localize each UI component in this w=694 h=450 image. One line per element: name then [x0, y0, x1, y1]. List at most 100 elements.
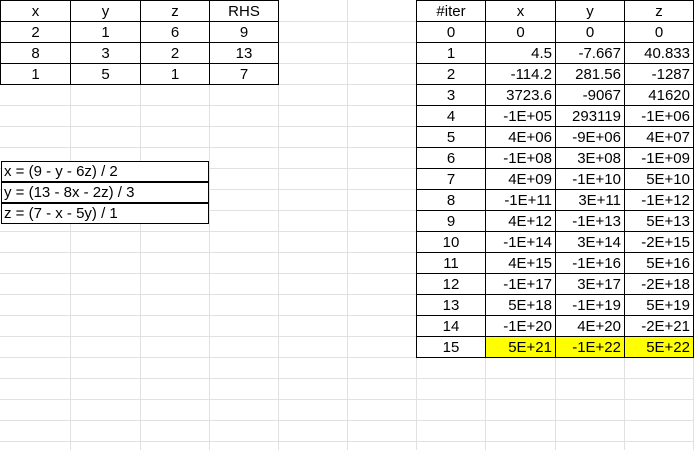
iter-number-cell[interactable]: 5	[416, 126, 486, 148]
gridline-horizontal	[0, 105, 694, 106]
iter-number-cell[interactable]: 0	[416, 21, 486, 43]
gridline-vertical	[278, 0, 279, 450]
coef-header-cell[interactable]: z	[140, 0, 210, 22]
iter-value-cell[interactable]: 0	[624, 21, 694, 43]
iter-value-cell[interactable]: -1E+08	[485, 147, 556, 169]
iter-number-cell[interactable]: 9	[416, 210, 486, 232]
coef-cell[interactable]: 2	[140, 42, 210, 64]
iter-value-cell[interactable]: 5E+10	[624, 168, 694, 190]
iter-value-cell[interactable]: 5E+21	[485, 336, 556, 358]
coef-cell[interactable]: 1	[70, 21, 141, 43]
coef-cell[interactable]: 3	[70, 42, 141, 64]
iter-number-cell[interactable]: 8	[416, 189, 486, 211]
iter-value-cell[interactable]: 4.5	[485, 42, 556, 64]
iter-value-cell[interactable]: 4E+07	[624, 126, 694, 148]
gridline-horizontal	[0, 378, 694, 379]
iter-value-cell[interactable]: -114.2	[485, 63, 556, 85]
iter-value-cell[interactable]: 5E+13	[624, 210, 694, 232]
iter-number-cell[interactable]: 3	[416, 84, 486, 106]
iter-value-cell[interactable]: -2E+18	[624, 273, 694, 295]
iter-value-cell[interactable]: 4E+06	[485, 126, 556, 148]
iter-value-cell[interactable]: -1E+06	[624, 105, 694, 127]
iter-value-cell[interactable]: 4E+12	[485, 210, 556, 232]
iter-value-cell[interactable]: 293119	[555, 105, 625, 127]
iter-value-cell[interactable]: -1E+20	[485, 315, 556, 337]
iter-value-cell[interactable]: 5E+22	[624, 336, 694, 358]
iter-value-cell[interactable]: 4E+09	[485, 168, 556, 190]
iter-value-cell[interactable]: 5E+19	[624, 294, 694, 316]
iter-value-cell[interactable]: -1E+14	[485, 231, 556, 253]
iter-value-cell[interactable]: 3E+08	[555, 147, 625, 169]
gridline-horizontal	[0, 147, 694, 148]
iter-number-cell[interactable]: 4	[416, 105, 486, 127]
iter-value-cell[interactable]: 3723.6	[485, 84, 556, 106]
gridline-vertical	[70, 0, 71, 450]
gridline-horizontal	[0, 84, 694, 85]
iter-value-cell[interactable]: -1E+17	[485, 273, 556, 295]
iter-value-cell[interactable]: -1E+22	[555, 336, 625, 358]
iter-value-cell[interactable]: -1287	[624, 63, 694, 85]
iter-value-cell[interactable]: -1E+13	[555, 210, 625, 232]
coef-cell[interactable]: 5	[70, 63, 141, 85]
iter-number-cell[interactable]: 12	[416, 273, 486, 295]
coef-header-cell[interactable]: x	[0, 0, 71, 22]
iter-value-cell[interactable]: 40.833	[624, 42, 694, 64]
iter-number-cell[interactable]: 15	[416, 336, 486, 358]
iter-value-cell[interactable]: 4E+15	[485, 252, 556, 274]
iter-value-cell[interactable]: 5E+18	[485, 294, 556, 316]
iter-value-cell[interactable]: 3E+17	[555, 273, 625, 295]
iter-number-cell[interactable]: 6	[416, 147, 486, 169]
gridline-horizontal	[0, 399, 694, 400]
iter-value-cell[interactable]: -1E+05	[485, 105, 556, 127]
equation-cell[interactable]: z = (7 - x - 5y) / 1	[1, 203, 209, 224]
coef-cell[interactable]: 1	[140, 63, 210, 85]
coef-header-cell[interactable]: y	[70, 0, 141, 22]
coef-cell[interactable]: 2	[0, 21, 71, 43]
gridline-horizontal	[0, 210, 694, 211]
coef-cell[interactable]: 6	[140, 21, 210, 43]
iter-number-cell[interactable]: 10	[416, 231, 486, 253]
iter-number-cell[interactable]: 7	[416, 168, 486, 190]
coef-cell[interactable]: 9	[209, 21, 279, 43]
iter-header-cell[interactable]: x	[485, 0, 556, 22]
iter-value-cell[interactable]: -9E+06	[555, 126, 625, 148]
iter-header-cell[interactable]: #iter	[416, 0, 486, 22]
iter-value-cell[interactable]: -2E+15	[624, 231, 694, 253]
coef-cell[interactable]: 13	[209, 42, 279, 64]
equation-cell[interactable]: x = (9 - y - 6z) / 2	[1, 161, 209, 182]
iter-value-cell[interactable]: 41620	[624, 84, 694, 106]
iter-number-cell[interactable]: 14	[416, 315, 486, 337]
iter-value-cell[interactable]: 4E+20	[555, 315, 625, 337]
iter-value-cell[interactable]: 281.56	[555, 63, 625, 85]
coef-cell[interactable]: 1	[0, 63, 71, 85]
iter-value-cell[interactable]: -1E+10	[555, 168, 625, 190]
iter-number-cell[interactable]: 11	[416, 252, 486, 274]
equation-cell[interactable]: y = (13 - 8x - 2z) / 3	[1, 182, 209, 203]
iter-value-cell[interactable]: -1E+11	[485, 189, 556, 211]
iter-header-cell[interactable]: y	[555, 0, 625, 22]
iter-value-cell[interactable]: -7.667	[555, 42, 625, 64]
coef-header-cell[interactable]: RHS	[209, 0, 279, 22]
gridline-horizontal	[0, 315, 694, 316]
iter-value-cell[interactable]: -2E+21	[624, 315, 694, 337]
gridline-horizontal	[0, 252, 694, 253]
coef-cell[interactable]: 8	[0, 42, 71, 64]
iter-value-cell[interactable]: -1E+12	[624, 189, 694, 211]
coef-cell[interactable]: 7	[209, 63, 279, 85]
gridline-horizontal	[0, 189, 694, 190]
iter-value-cell[interactable]: 5E+16	[624, 252, 694, 274]
iter-value-cell[interactable]: -1E+16	[555, 252, 625, 274]
iter-value-cell[interactable]: 0	[485, 21, 556, 43]
iter-value-cell[interactable]: -9067	[555, 84, 625, 106]
iter-value-cell[interactable]: -1E+19	[555, 294, 625, 316]
iter-number-cell[interactable]: 13	[416, 294, 486, 316]
gridline-vertical	[347, 0, 348, 450]
iter-value-cell[interactable]: 0	[555, 21, 625, 43]
iter-number-cell[interactable]: 2	[416, 63, 486, 85]
iter-number-cell[interactable]: 1	[416, 42, 486, 64]
iter-value-cell[interactable]: 3E+14	[555, 231, 625, 253]
iter-value-cell[interactable]: -1E+09	[624, 147, 694, 169]
iter-header-cell[interactable]: z	[624, 0, 694, 22]
iter-value-cell[interactable]: 3E+11	[555, 189, 625, 211]
